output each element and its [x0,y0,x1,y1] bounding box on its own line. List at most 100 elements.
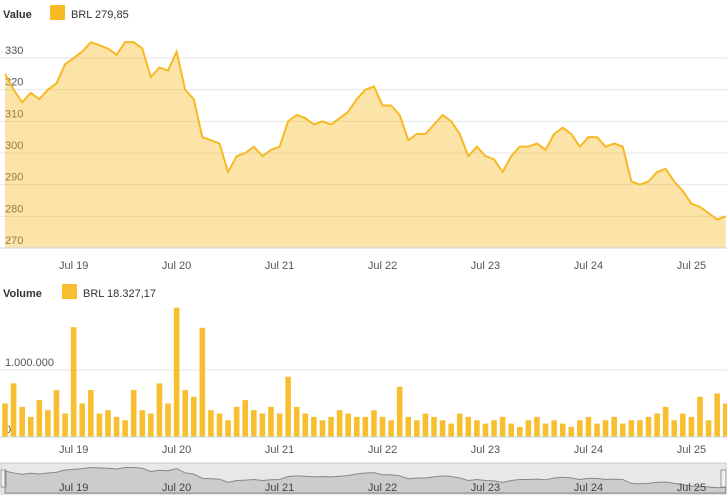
bar [405,416,412,437]
navigator-label: Jul 19 [59,482,88,494]
x-tick-label: Jul 25 [677,444,706,456]
y-tick-label: 310 [5,108,23,120]
bar [328,416,334,437]
bar [396,386,403,437]
x-tick-label: Jul 23 [471,260,500,272]
bar [577,420,583,437]
y-tick-label: 270 [5,235,23,247]
bar [705,420,712,437]
bar [156,383,163,437]
bar [122,420,128,437]
bar [585,416,592,437]
legend-label[interactable]: BRL 279,85 [71,9,129,21]
bar [645,416,652,437]
bar [233,406,240,437]
bar [336,410,343,437]
bar [88,390,94,437]
navigator-series [4,467,727,494]
bar [96,413,103,437]
bar [276,413,283,437]
x-tick-label: Jul 24 [574,444,603,456]
x-tick-label: Jul 21 [265,260,294,272]
bar [697,396,703,437]
bar [714,393,720,437]
bar [568,426,575,437]
bar [139,410,146,437]
legend-title: Volume [3,288,42,300]
bar [10,383,17,437]
bar [499,416,506,437]
x-tick-label: Jul 24 [574,260,603,272]
bar [45,410,51,437]
bar [662,406,669,437]
bar [165,403,171,437]
x-tick-label: Jul 19 [59,444,88,456]
bar [611,416,617,437]
bar [113,416,120,437]
navigator-label: Jul 23 [471,482,500,494]
bar [439,420,446,437]
bar [517,426,523,437]
y-tick-label: 280 [5,203,23,215]
bar [448,423,454,437]
bar [362,416,369,437]
bar [508,423,515,437]
bar [534,416,540,437]
bar [431,416,437,437]
bar [619,423,626,437]
bar [105,410,111,437]
navigator-handle[interactable] [0,469,7,488]
bar [268,406,274,437]
y-tick-label: 300 [5,140,23,152]
area-fill [5,42,726,248]
bar [474,420,480,437]
legend-swatch[interactable] [62,284,77,299]
bar [173,307,180,437]
bar [688,416,695,437]
bar [422,413,429,437]
x-tick-label: Jul 25 [677,260,706,272]
bar [148,413,154,437]
bar [345,413,351,437]
bar [551,420,557,437]
x-tick-label: Jul 20 [162,260,191,272]
bar [311,416,317,437]
navigator-label: Jul 20 [162,482,191,494]
line [4,40,727,221]
bar [27,416,34,437]
bar [388,420,394,437]
bar [379,416,386,437]
navigator-label: Jul 21 [265,482,294,494]
bar [251,410,257,437]
bar [2,403,8,437]
bar [70,327,77,437]
legend-swatch[interactable] [50,5,65,20]
legend-title: Value [3,9,32,21]
bar [371,410,377,437]
x-tick-label: Jul 21 [265,444,294,456]
bar [208,410,214,437]
bar [353,416,360,437]
bar [525,420,532,437]
bar [654,413,660,437]
y-tick-label: 330 [5,45,23,57]
navigator-handle[interactable] [720,469,727,488]
y-tick-label: 290 [5,172,23,184]
bar [36,400,43,437]
bar [722,403,727,437]
bar [293,406,300,437]
bar [542,423,549,437]
bar [62,413,68,437]
x-tick-label: Jul 23 [471,444,500,456]
navigator-label: Jul 24 [574,482,603,494]
bar [259,413,266,437]
y-tick-label: 320 [5,77,23,89]
bar [79,403,86,437]
legend-label[interactable]: BRL 18.327,17 [83,288,156,300]
y-tick-label: 0 [5,424,11,436]
navigator-label: Jul 25 [677,482,706,494]
bar [53,390,60,437]
bar [242,400,249,437]
